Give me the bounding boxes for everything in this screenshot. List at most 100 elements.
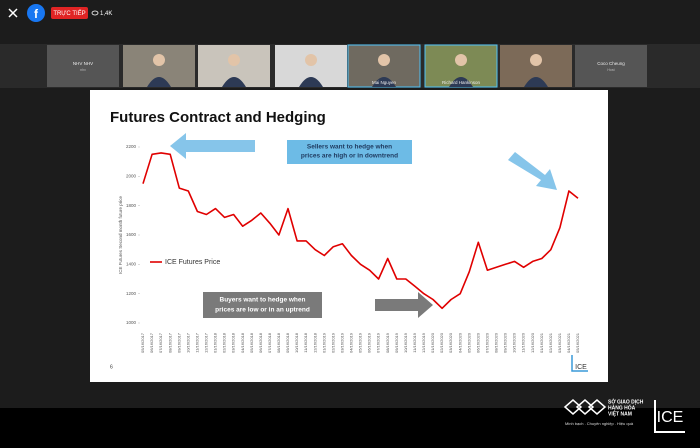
x-tick-label: 11/16/2017 [194,332,199,352]
x-tick-label: 07/16/2019 [376,332,381,353]
x-tick-label: 09/16/2019 [394,332,399,353]
x-tick-label: 03/16/2019 [339,332,344,353]
slide [90,90,608,382]
price-line [142,152,579,310]
x-tick-label: 11/16/2020 [521,332,526,352]
participant-body [372,77,396,87]
x-tick-label: 04/16/2019 [349,332,354,353]
x-tick-label: 09/16/2017 [176,332,181,353]
x-tick-label: 01/16/2018 [213,332,218,353]
close-button[interactable] [8,8,18,18]
participant-name: Coco Cheung [597,61,625,66]
participant-name: Richard Hankinson [442,80,481,85]
slide-logo: ICE [575,364,587,371]
x-tick-label: 01/16/2021 [539,332,544,353]
eye-icon [91,10,99,16]
x-tick-label: 06/16/2017 [149,332,154,353]
x-tick-label: 08/16/2019 [385,332,390,353]
x-tick-label: 03/16/2020 [448,332,453,353]
y-tick-label: 1000 [126,320,137,325]
y-tick-label: 1200 [126,291,137,296]
participant-body [299,77,323,87]
y-tick-label: 2200 [126,144,137,149]
ice-logo-frame [571,355,588,372]
y-tick-label: 1800 [126,203,137,208]
x-tick-label: 05/16/2019 [358,332,363,353]
callout-sellers [287,140,412,164]
arrow-right [375,292,433,318]
x-tick-label: 11/16/2018 [303,332,308,352]
x-tick-label: 07/16/2018 [267,332,272,353]
x-tick-label: 10/16/2018 [294,332,299,353]
x-tick-label: 04/16/2018 [240,332,245,353]
x-tick-label: 02/16/2018 [222,332,227,353]
live-badge-text: TRỰC TIẾP [53,10,85,17]
brand-mark [563,399,607,415]
x-tick-label: 12/16/2018 [312,332,317,353]
slide-title: Futures Contract and Hedging [110,109,326,126]
legend-label: ICE Futures Price [165,259,220,266]
brand-line: SỞ GIAO DỊCH [608,398,644,405]
participant-subtitle: Host [607,68,614,72]
x-tick-label: 06/16/2018 [258,332,263,353]
participant-head [455,54,467,66]
x-tick-label: 12/16/2019 [421,332,426,353]
participant-head [530,54,542,66]
callout-text: Sellers want to hedge when [307,144,392,151]
x-tick-label: 08/16/2017 [167,332,172,353]
participant-head [305,54,317,66]
x-tick-label: 03/16/2021 [557,332,562,353]
x-tick-label: 08/16/2020 [494,332,499,353]
x-tick-label: 03/16/2018 [231,332,236,353]
x-tick-label: 10/16/2017 [185,332,190,353]
x-tick-label: 06/16/2019 [367,332,372,353]
footer-logo-frame [654,400,685,433]
y-tick-label: 1600 [126,232,137,237]
x-tick-label: 05/16/2018 [249,332,254,353]
callout-text: prices are high or in downtrend [301,153,398,160]
facebook-icon [27,4,45,22]
arrow-left [170,133,255,159]
footer [0,408,700,448]
x-tick-label: 07/16/2020 [484,332,489,353]
x-tick-label: 06/16/2020 [475,332,480,353]
x-tick-label: 05/16/2021 [575,332,580,353]
x-tick-label: 02/16/2021 [548,332,553,353]
participant-body [147,77,171,87]
x-tick-label: 10/16/2019 [403,332,408,353]
participant-tile [575,45,647,87]
x-tick-label: 09/16/2020 [503,332,508,353]
x-tick-label: 12/16/2017 [204,332,209,353]
x-tick-label: 05/16/2017 [140,332,145,353]
participant-body [449,77,473,87]
participant-name: NHV NHV [73,61,93,66]
callout-text: prices are low or in an uptrend [215,307,310,314]
callout-text: Buyers want to hedge when [220,297,306,304]
participant-head [378,54,390,66]
x-tick-label: 02/16/2019 [330,332,335,353]
participant-head [228,54,240,66]
live-badge [51,7,88,19]
callout-buyers [203,292,322,318]
x-tick-label: 02/16/2020 [439,332,444,353]
participant-body [222,77,246,87]
brand-line: VIỆT NAM [608,409,632,417]
x-tick-label: 08/16/2018 [276,332,281,353]
x-tick-label: 01/16/2020 [430,332,435,353]
x-tick-label: 04/16/2020 [457,332,462,353]
x-tick-label: 01/16/2019 [321,332,326,353]
y-tick-label: 2000 [126,174,137,179]
participant-body [524,77,548,87]
x-tick-label: 04/16/2021 [566,332,571,353]
x-tick-label: 12/16/2020 [530,332,535,353]
participant-tile [47,45,119,87]
x-tick-label: 09/16/2018 [285,332,290,353]
viewer-count: 1,4K [100,11,112,17]
participant-subtitle: nhv [80,68,86,72]
participant-head [153,54,165,66]
y-axis-label: ICE Futures Second month future price [118,195,123,274]
x-tick-label: 11/16/2019 [412,332,417,352]
y-tick-label: 1400 [126,262,137,267]
footer-logo: ICE [657,409,684,426]
